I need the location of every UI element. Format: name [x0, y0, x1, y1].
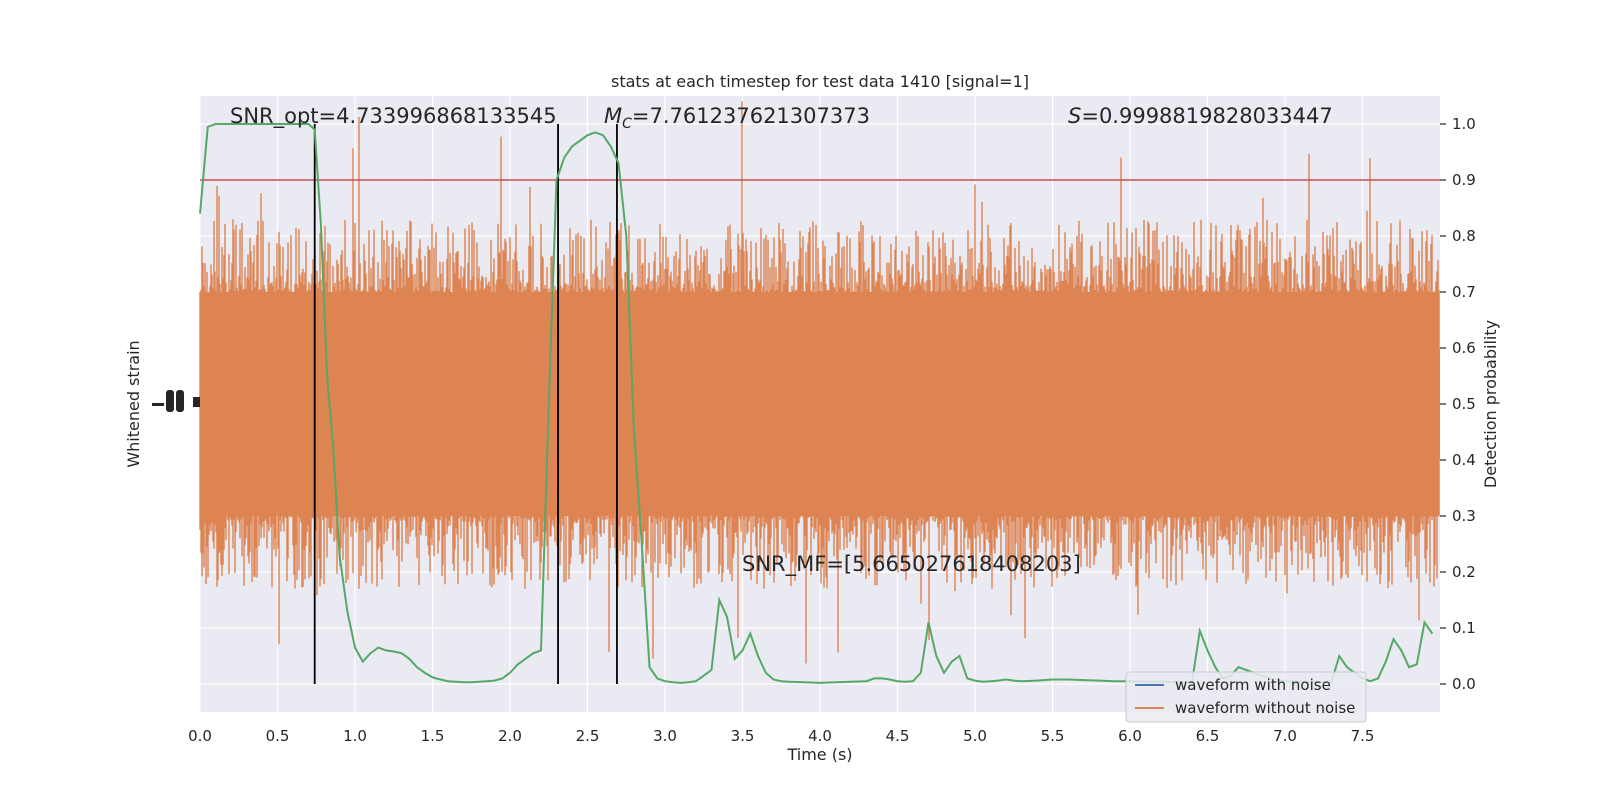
y-tick-label: 0.6: [1452, 339, 1476, 357]
y-tick-label: 0.9: [1452, 171, 1476, 189]
y-axis-label-left: Whitened strain: [124, 340, 143, 467]
y-tick-label: 0.4: [1452, 451, 1476, 469]
x-tick-label: 6.5: [1196, 727, 1220, 745]
snr-opt-annotation: SNR_opt=4.733996868133545: [230, 104, 557, 129]
y-tick-label: 0.1: [1452, 619, 1476, 637]
y-tick-label: 0.8: [1452, 227, 1476, 245]
x-tick-label: 2.5: [576, 727, 600, 745]
y-tick-label: 0.5: [1452, 395, 1476, 413]
snr-mf-annotation: SNR_MF=[5.665027618408203]: [742, 552, 1081, 577]
legend: waveform with noise waveform without noi…: [1125, 671, 1367, 723]
x-tick-label: 7.0: [1273, 727, 1297, 745]
legend-label-with-noise: waveform with noise: [1175, 676, 1331, 694]
detection-probability-line: [199, 123, 1434, 684]
x-tick-label: 1.0: [343, 727, 367, 745]
s-symbol: S: [1068, 104, 1081, 128]
chart-title: stats at each timestep for test data 141…: [611, 72, 1029, 91]
y-tick-label: 0.7: [1452, 283, 1476, 301]
chirp-mass-subscript: C: [622, 116, 632, 132]
x-tick-label: 7.5: [1351, 727, 1375, 745]
detection-vlines: [313, 124, 618, 684]
x-tick-label: 5.5: [1041, 727, 1065, 745]
x-tick-label: 5.0: [963, 727, 987, 745]
y-tick-label: 0.2: [1452, 563, 1476, 581]
legend-box: [1125, 671, 1367, 723]
s-annotation: S=0.9998819828033447: [1068, 104, 1333, 128]
x-tick-label: 4.5: [886, 727, 910, 745]
chirp-mass-value: =7.761237621307373: [632, 104, 870, 128]
y-tick-label: 1.0: [1452, 115, 1476, 133]
x-tick-label: 0.5: [266, 727, 290, 745]
y-tick-label: 0.0: [1452, 675, 1476, 693]
y-axis-ticks-right: 0.0 0.1 0.2 0.3 0.4 0.5 0.6 0.7 0.8 0.9 1.0: [1440, 115, 1476, 693]
x-axis-ticks: 0.0 0.5 1.0 1.5 2.0 2.5 3.0 3.5 4.0 4.5 5.0 5.5 6.0 6…: [188, 727, 1374, 745]
x-tick-label: 0.0: [188, 727, 212, 745]
chirp-mass-annotation: MC=7.761237621307373: [604, 104, 870, 132]
x-tick-label: 4.0: [808, 727, 832, 745]
s-value: =0.9998819828033447: [1081, 104, 1332, 128]
x-tick-label: 1.5: [421, 727, 445, 745]
x-axis-label: Time (s): [786, 745, 852, 764]
y-axis-label-right: Detection probability: [1481, 320, 1500, 488]
x-tick-label: 2.0: [498, 727, 522, 745]
y-tick-label: 0.3: [1452, 507, 1476, 525]
strain-series-waveform-without-noise: [199, 101, 1440, 664]
legend-label-without-noise: waveform without noise: [1175, 699, 1355, 717]
x-tick-label: 3.0: [653, 727, 677, 745]
x-tick-label: 6.0: [1118, 727, 1142, 745]
x-tick-label: 3.5: [731, 727, 755, 745]
strain-trace: [199, 101, 1440, 664]
chirp-mass-symbol: M: [604, 104, 622, 128]
left-axis-tick-cluster: [152, 390, 200, 412]
